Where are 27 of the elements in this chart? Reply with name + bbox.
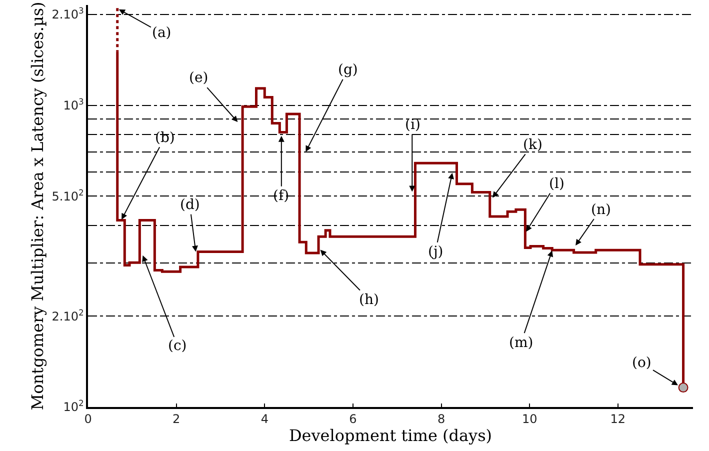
x-tick-label: 10 [522,412,538,426]
x-tick-label: 8 [437,412,446,426]
annotation: (h) [359,292,379,308]
x-tick-label: 6 [349,412,357,426]
y-tick-label: 5.10$^{2}$ [52,187,84,204]
x-tick-label: 12 [610,412,626,426]
annotation: (a) [152,25,172,41]
y-tick-label: 10$^{2}$ [63,398,84,414]
annotation: (l) [549,176,564,192]
x-tick-label: 2 [172,412,180,426]
y-axis-title: Montgomery Multiplier: Area x Latency (slices.µs) [28,2,48,410]
annotation: (n) [591,202,611,218]
y-tick-label: 2.10$^{3}$ [52,6,84,22]
annotation: (g) [338,62,358,78]
annotation: (i) [405,117,420,133]
y-tick-label: 10$^{3}$ [63,96,84,112]
x-tick-label: 0 [84,412,92,426]
y-tick-label: 2.10$^{2}$ [52,307,84,324]
annotation: (e) [189,70,208,86]
x-tick-label: 4 [260,412,268,426]
annotation: (j) [428,244,444,260]
annotation: (o) [632,355,652,371]
annotation: (m) [509,335,534,351]
annotation: (c) [168,338,187,354]
annotation: (d) [180,197,200,213]
x-axis-title: Development time (days) [288,426,492,446]
annotation: (k) [523,137,542,153]
